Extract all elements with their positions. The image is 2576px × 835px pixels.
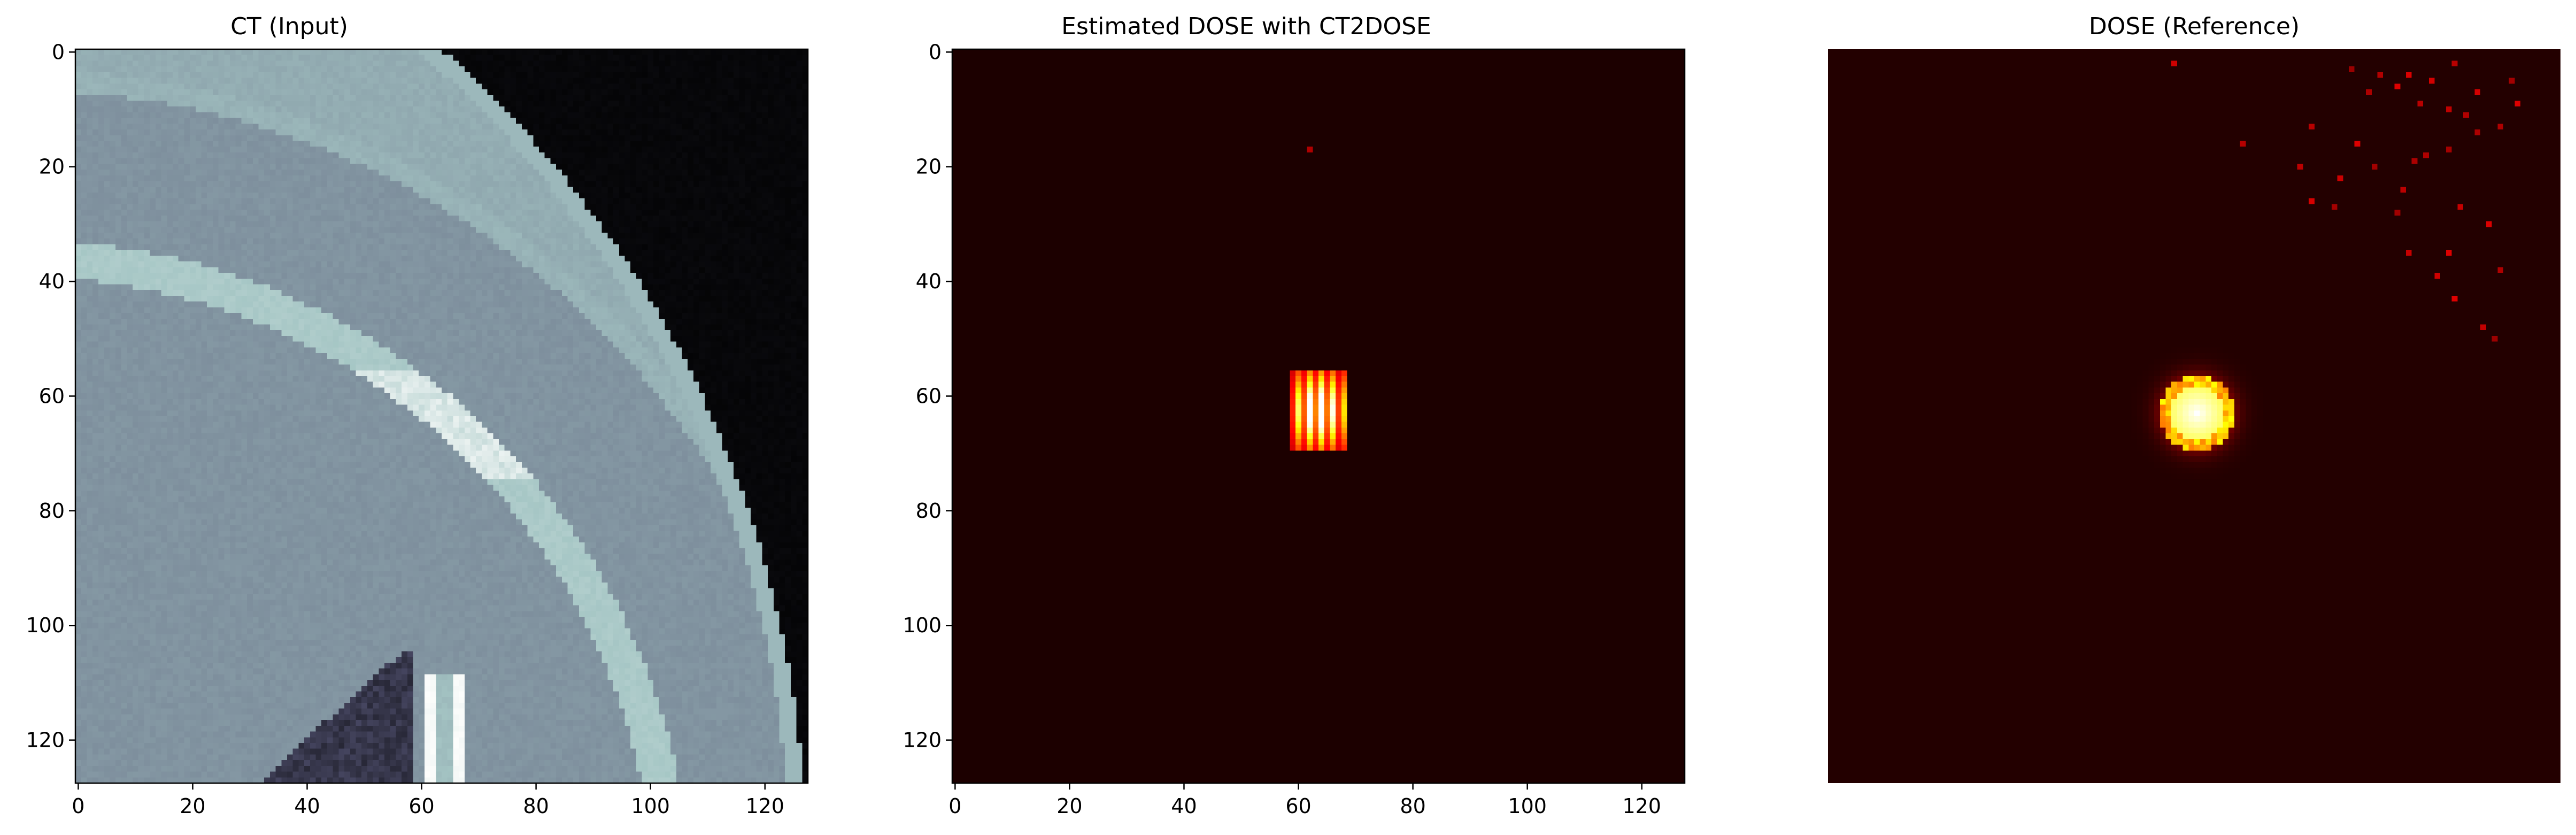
panel-estimated-dose: Estimated DOSE with CT2DOSE 0 20 40 60 80 100… <box>903 13 1686 818</box>
panel-ct-input: CT (Input) 0 20 40 60 80 100 120 0 20 40 60 80 100 12… <box>26 13 809 818</box>
axes-frame-estimated-dose <box>951 48 1686 784</box>
x-tick-label: 0 <box>72 794 84 818</box>
heatmap-raster <box>952 49 1685 783</box>
x-tick-label: 100 <box>631 794 670 818</box>
image-estimated-dose <box>952 49 1685 783</box>
y-tick-label: 80 <box>916 499 942 523</box>
y-tick-label: 120 <box>903 729 942 752</box>
y-tick-label: 20 <box>39 155 65 179</box>
heatmap-raster <box>1828 49 2560 783</box>
image-ct-input <box>75 49 808 783</box>
image-dose-reference <box>1828 49 2560 783</box>
y-tick-label: 60 <box>916 384 942 408</box>
axes-frame-ct-input <box>74 48 809 784</box>
y-tick-label: 100 <box>26 614 65 637</box>
x-tick-label: 120 <box>745 794 784 818</box>
x-tick-label: 60 <box>408 794 434 818</box>
y-tick-label: 0 <box>929 40 942 64</box>
heatmap-raster <box>75 49 808 783</box>
x-tick-label: 120 <box>1622 794 1661 818</box>
x-tick-label: 20 <box>1056 794 1082 818</box>
y-tick-label: 120 <box>26 729 65 752</box>
y-tick-label: 40 <box>39 270 65 293</box>
axis-ticks-ct-input: 0 20 40 60 80 100 120 0 20 40 60 80 100 120 <box>26 40 784 818</box>
panel-title-estimated-dose: Estimated DOSE with CT2DOSE <box>1061 13 1431 40</box>
x-tick-label: 40 <box>294 794 320 818</box>
panel-dose-reference: DOSE (Reference) <box>1828 13 2560 783</box>
x-tick-label: 20 <box>180 794 205 818</box>
x-tick-label: 100 <box>1508 794 1547 818</box>
y-tick-label: 40 <box>916 270 942 293</box>
y-tick-label: 80 <box>39 499 65 523</box>
y-tick-label: 100 <box>903 614 942 637</box>
y-tick-label: 60 <box>39 384 65 408</box>
y-tick-label: 0 <box>52 40 65 64</box>
panel-title-dose-reference: DOSE (Reference) <box>2089 13 2300 40</box>
x-tick-label: 60 <box>1285 794 1311 818</box>
axis-ticks-estimated-dose: 0 20 40 60 80 100 120 0 20 40 60 80 100 120 <box>903 40 1661 818</box>
x-tick-label: 40 <box>1171 794 1197 818</box>
x-tick-label: 80 <box>1400 794 1425 818</box>
x-tick-label: 0 <box>948 794 961 818</box>
y-tick-label: 20 <box>916 155 942 179</box>
x-tick-label: 80 <box>523 794 549 818</box>
panel-title-ct-input: CT (Input) <box>230 13 348 40</box>
